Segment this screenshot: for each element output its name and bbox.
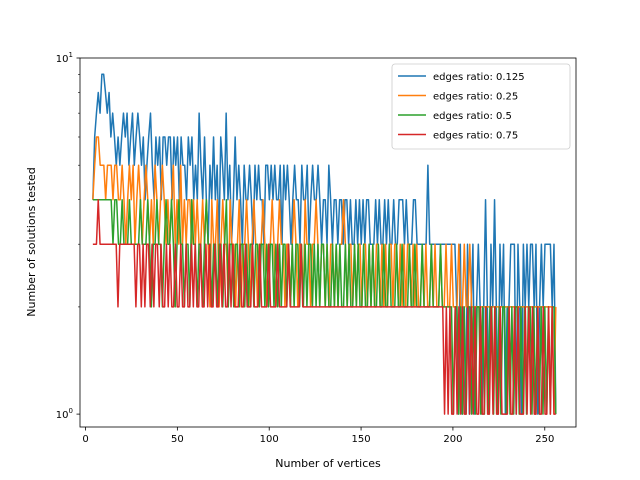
x-axis-label: Number of vertices xyxy=(275,457,381,470)
legend-label: edges ratio: 0.25 xyxy=(433,92,518,103)
x-tick-label: 250 xyxy=(535,434,554,445)
x-tick-label: 200 xyxy=(443,434,462,445)
series-layer xyxy=(92,73,557,415)
legend-label: edges ratio: 0.5 xyxy=(433,111,512,122)
legend: edges ratio: 0.125 edges ratio: 0.25 edges… xyxy=(391,63,571,150)
axes-layer: 0 50 100 150 200 250 100 101 xyxy=(56,51,577,445)
x-tick-label: 50 xyxy=(171,434,184,445)
x-tick-label: 100 xyxy=(260,434,279,445)
axes-frame xyxy=(79,57,577,428)
legend-label: edges ratio: 0.75 xyxy=(433,131,518,142)
series-line-3 xyxy=(92,198,557,415)
y-tick-label: 100 xyxy=(56,407,73,421)
series-line-1 xyxy=(92,73,557,415)
legend-box xyxy=(391,63,571,150)
legend-label: edges ratio: 0.125 xyxy=(433,72,525,83)
x-tick-label: 150 xyxy=(352,434,371,445)
x-tick-label: 0 xyxy=(82,434,88,445)
y-tick-label: 101 xyxy=(56,51,73,65)
series-line-4 xyxy=(92,198,556,415)
y-axis-label: Number of solutions tested xyxy=(25,167,38,316)
